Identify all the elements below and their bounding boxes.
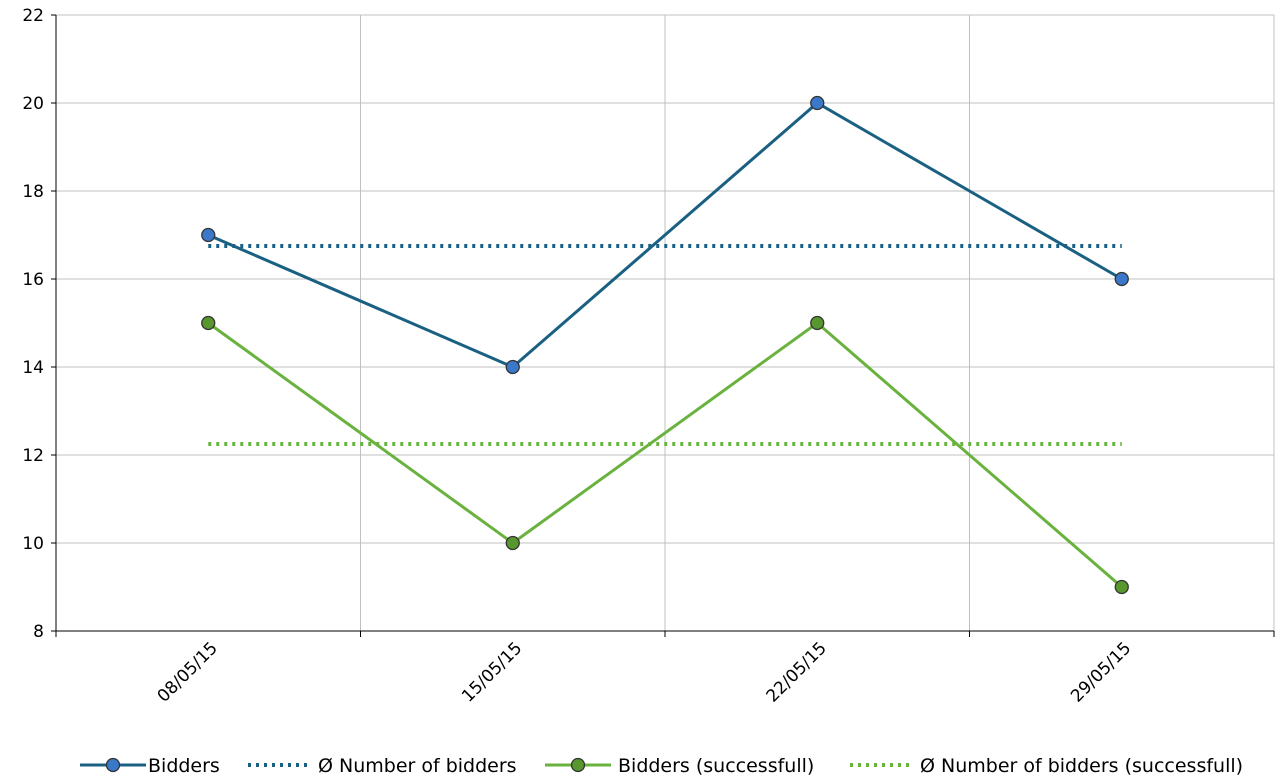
data-point bbox=[810, 315, 825, 331]
y-tick-label: 12 bbox=[22, 446, 44, 466]
series-0 bbox=[201, 95, 1129, 375]
data-point bbox=[505, 535, 520, 551]
axes: 8 10 12 14 16 18 20 22 08/05/15 15/05/15 22/05/15 2… bbox=[22, 6, 1275, 707]
y-tick-label: 14 bbox=[22, 358, 44, 378]
y-tick-label: 8 bbox=[33, 622, 44, 642]
legend-label: Ø Number of bidders bbox=[318, 755, 517, 777]
x-tick-label: 08/05/15 bbox=[154, 638, 222, 706]
legend-item: Ø Number of bidders bbox=[248, 755, 517, 777]
y-tick-label: 10 bbox=[22, 534, 44, 554]
y-tick-label: 20 bbox=[22, 94, 44, 114]
legend-item: Bidders (successfull) bbox=[545, 755, 814, 777]
legend-marker bbox=[105, 757, 121, 773]
data-point bbox=[201, 227, 216, 243]
series bbox=[201, 95, 1129, 595]
series-2 bbox=[201, 315, 1129, 595]
data-point bbox=[1114, 271, 1129, 287]
legend: Bidders Ø Number of bidders Bidders (succe… bbox=[80, 755, 1243, 777]
data-point bbox=[505, 359, 520, 375]
y-tick-label: 22 bbox=[22, 6, 44, 26]
legend-marker bbox=[570, 757, 586, 773]
series-line bbox=[207, 321, 1123, 589]
x-tick-label: 22/05/15 bbox=[763, 638, 831, 706]
y-tick-label: 16 bbox=[22, 270, 44, 290]
x-tick-label: 15/05/15 bbox=[458, 638, 526, 706]
legend-label: Bidders (successfull) bbox=[618, 755, 814, 777]
legend-label: Ø Number of bidders (successfull) bbox=[920, 755, 1243, 777]
grid bbox=[56, 14, 1275, 631]
series-line bbox=[207, 101, 1123, 369]
data-point bbox=[810, 95, 825, 111]
y-tick-label: 18 bbox=[22, 182, 44, 202]
legend-item: Ø Number of bidders (successfull) bbox=[850, 755, 1243, 777]
x-tick-label: 29/05/15 bbox=[1067, 638, 1135, 706]
legend-item: Bidders bbox=[80, 755, 220, 777]
data-point bbox=[201, 315, 216, 331]
data-point bbox=[1114, 579, 1129, 595]
legend-label: Bidders bbox=[148, 755, 220, 777]
